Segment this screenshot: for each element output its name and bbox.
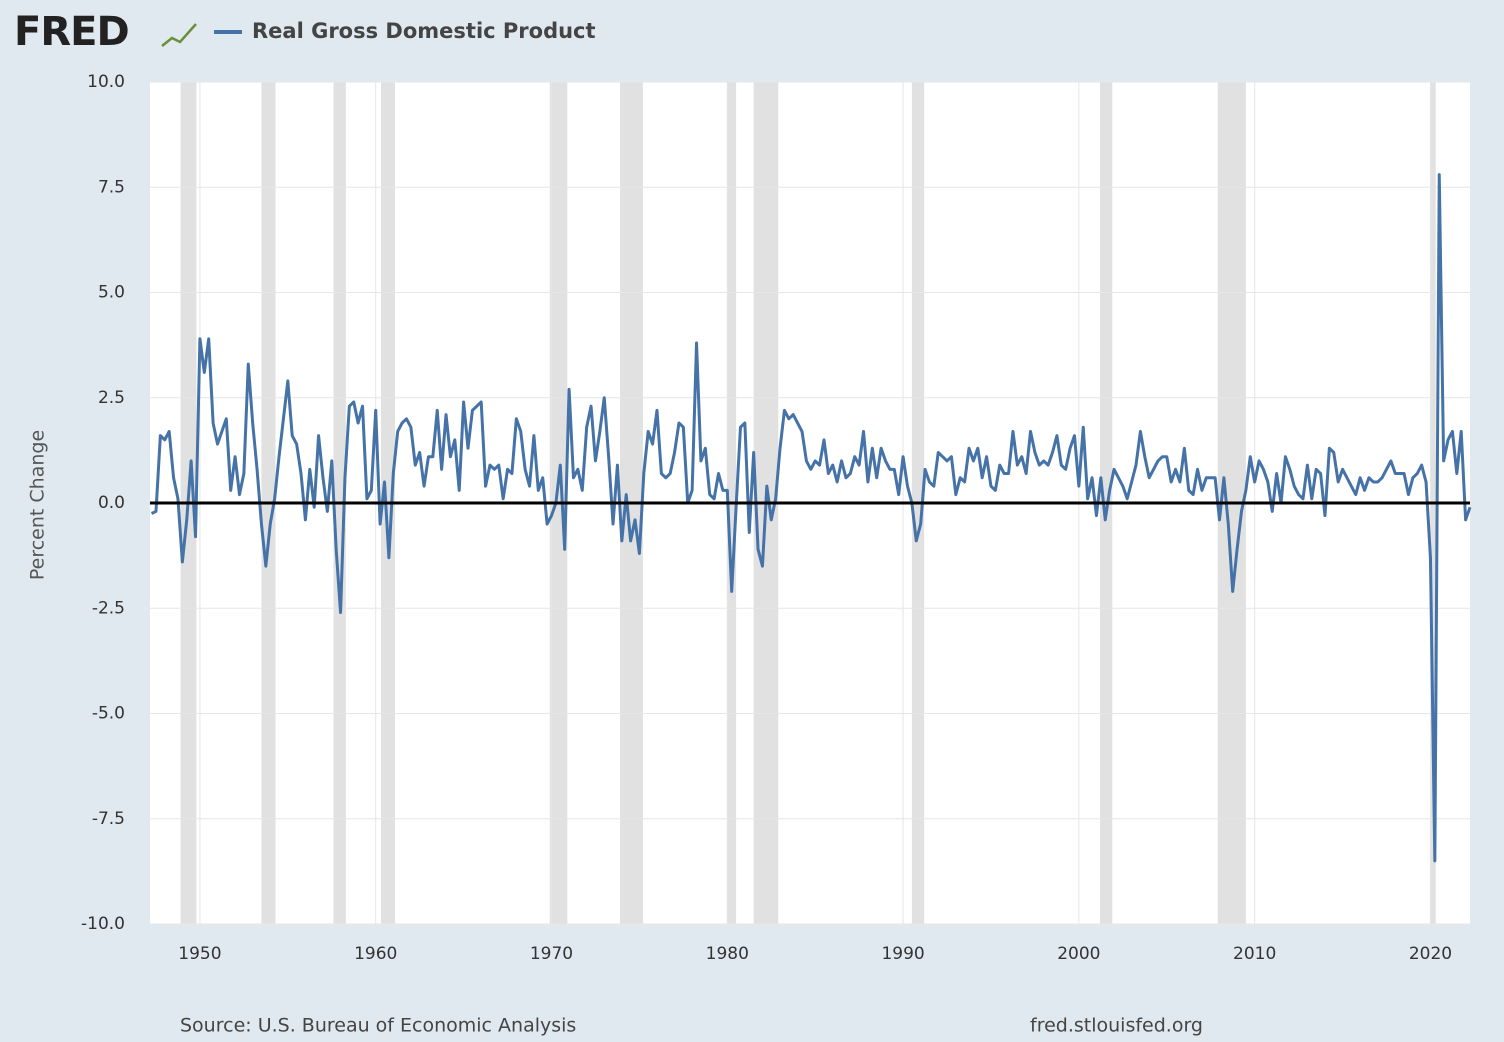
x-tick-label: 2010 — [1233, 944, 1276, 964]
x-tick-label: 1970 — [530, 944, 573, 964]
x-tick-label: 1950 — [178, 944, 221, 964]
y-axis-label: Percent Change — [27, 430, 49, 580]
x-tick-label: 2020 — [1409, 944, 1452, 964]
website: fred.stlouisfed.org — [1030, 1015, 1203, 1037]
y-tick-label: 0.0 — [98, 493, 125, 513]
legend-label: Real Gross Domestic Product — [252, 19, 596, 43]
source: Source: U.S. Bureau of Economic Analysis — [180, 1015, 576, 1037]
y-tick-label: 2.5 — [98, 388, 125, 408]
x-tick-label: 1960 — [354, 944, 397, 964]
y-tick-label: -2.5 — [92, 598, 125, 618]
x-tick-label: 1990 — [881, 944, 924, 964]
data-line — [150, 173, 1472, 863]
y-tick-label: -10.0 — [81, 914, 125, 934]
y-tick-label: 5.0 — [98, 283, 125, 303]
logo: FRED — [14, 9, 129, 55]
x-tick-label: 2000 — [1057, 944, 1100, 964]
logo-icon — [161, 23, 197, 47]
y-tick-label: 7.5 — [98, 177, 125, 197]
y-tick-label: -7.5 — [92, 809, 125, 829]
x-tick-label: 1980 — [706, 944, 749, 964]
y-tick-label: 10.0 — [87, 72, 125, 92]
y-tick-label: -5.0 — [92, 704, 125, 724]
